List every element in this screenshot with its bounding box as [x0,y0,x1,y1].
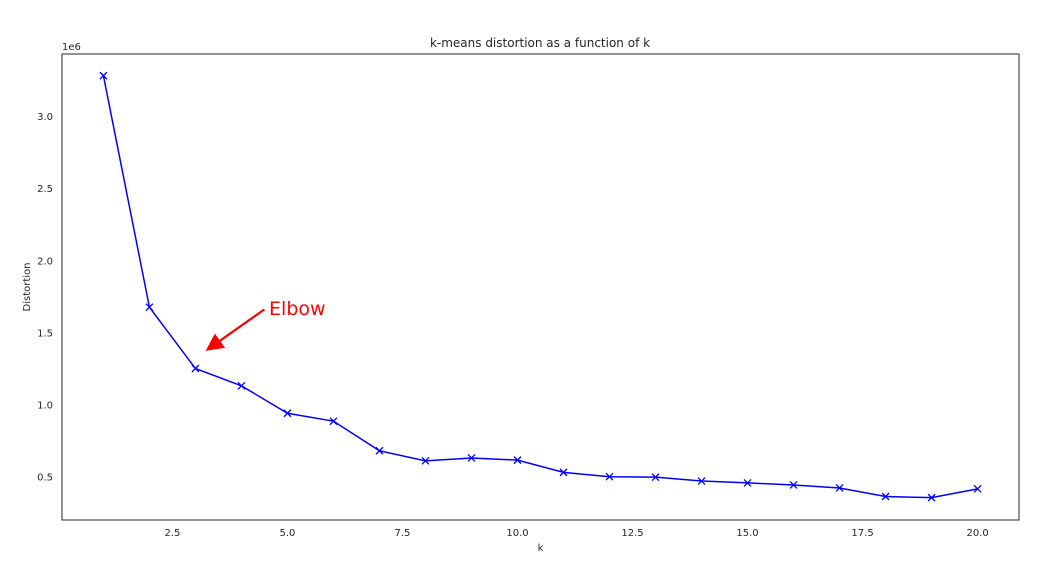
x-axis-label: k [538,543,544,554]
annotation-layer: Elbow [205,298,326,351]
annotation-text: Elbow [269,298,326,320]
data-point-marker [789,480,798,489]
data-point-marker [421,456,430,465]
data-point-marker [605,472,614,481]
annotation-arrow [205,308,266,351]
y-tick-label: 2.0 [37,256,53,267]
y-tick-label: 1.0 [37,401,53,412]
y-tick-label: 2.5 [37,184,53,195]
y-tick-label: 3.0 [37,112,53,123]
x-tick-label: 10.0 [506,528,528,539]
data-point-marker [375,446,384,455]
x-tick-label: 12.5 [621,528,643,539]
chart-title: k-means distortion as a function of k [430,36,650,50]
data-point-marker [697,477,706,486]
data-point-marker [651,473,660,482]
data-point-marker [743,478,752,487]
x-tick-label: 2.5 [164,528,180,539]
x-tick-label: 20.0 [966,528,988,539]
series-line [102,75,978,499]
x-axis-ticks: 2.5 5.0 7.5 10.0 12.5 15.0 17.5 20.0 [164,528,988,539]
data-point-marker [283,409,292,418]
x-tick-label: 5.0 [279,528,295,539]
data-point-marker [329,417,338,426]
y-axis-ticks: 0.5 1.0 1.5 2.0 2.5 3.0 [37,112,53,484]
data-point-marker [559,468,568,477]
data-point-marker [927,493,936,502]
series-layer [99,71,982,502]
y-axis-offset-text: 1e6 [62,42,81,53]
x-tick-label: 17.5 [851,528,873,539]
data-point-marker [881,492,890,501]
y-tick-label: 0.5 [37,473,53,484]
data-point-marker [237,381,246,390]
x-tick-label: 15.0 [736,528,758,539]
y-axis-label: Distortion [22,263,33,312]
plot-area-frame [61,53,1020,521]
data-point-marker [191,364,200,373]
data-point-marker [973,484,982,493]
data-point-marker [513,456,522,465]
y-tick-label: 1.5 [37,328,53,339]
data-point-marker [99,71,108,80]
x-tick-label: 7.5 [395,528,411,539]
data-point-marker [145,303,154,312]
data-point-marker [467,454,476,462]
data-point-marker [835,484,844,492]
